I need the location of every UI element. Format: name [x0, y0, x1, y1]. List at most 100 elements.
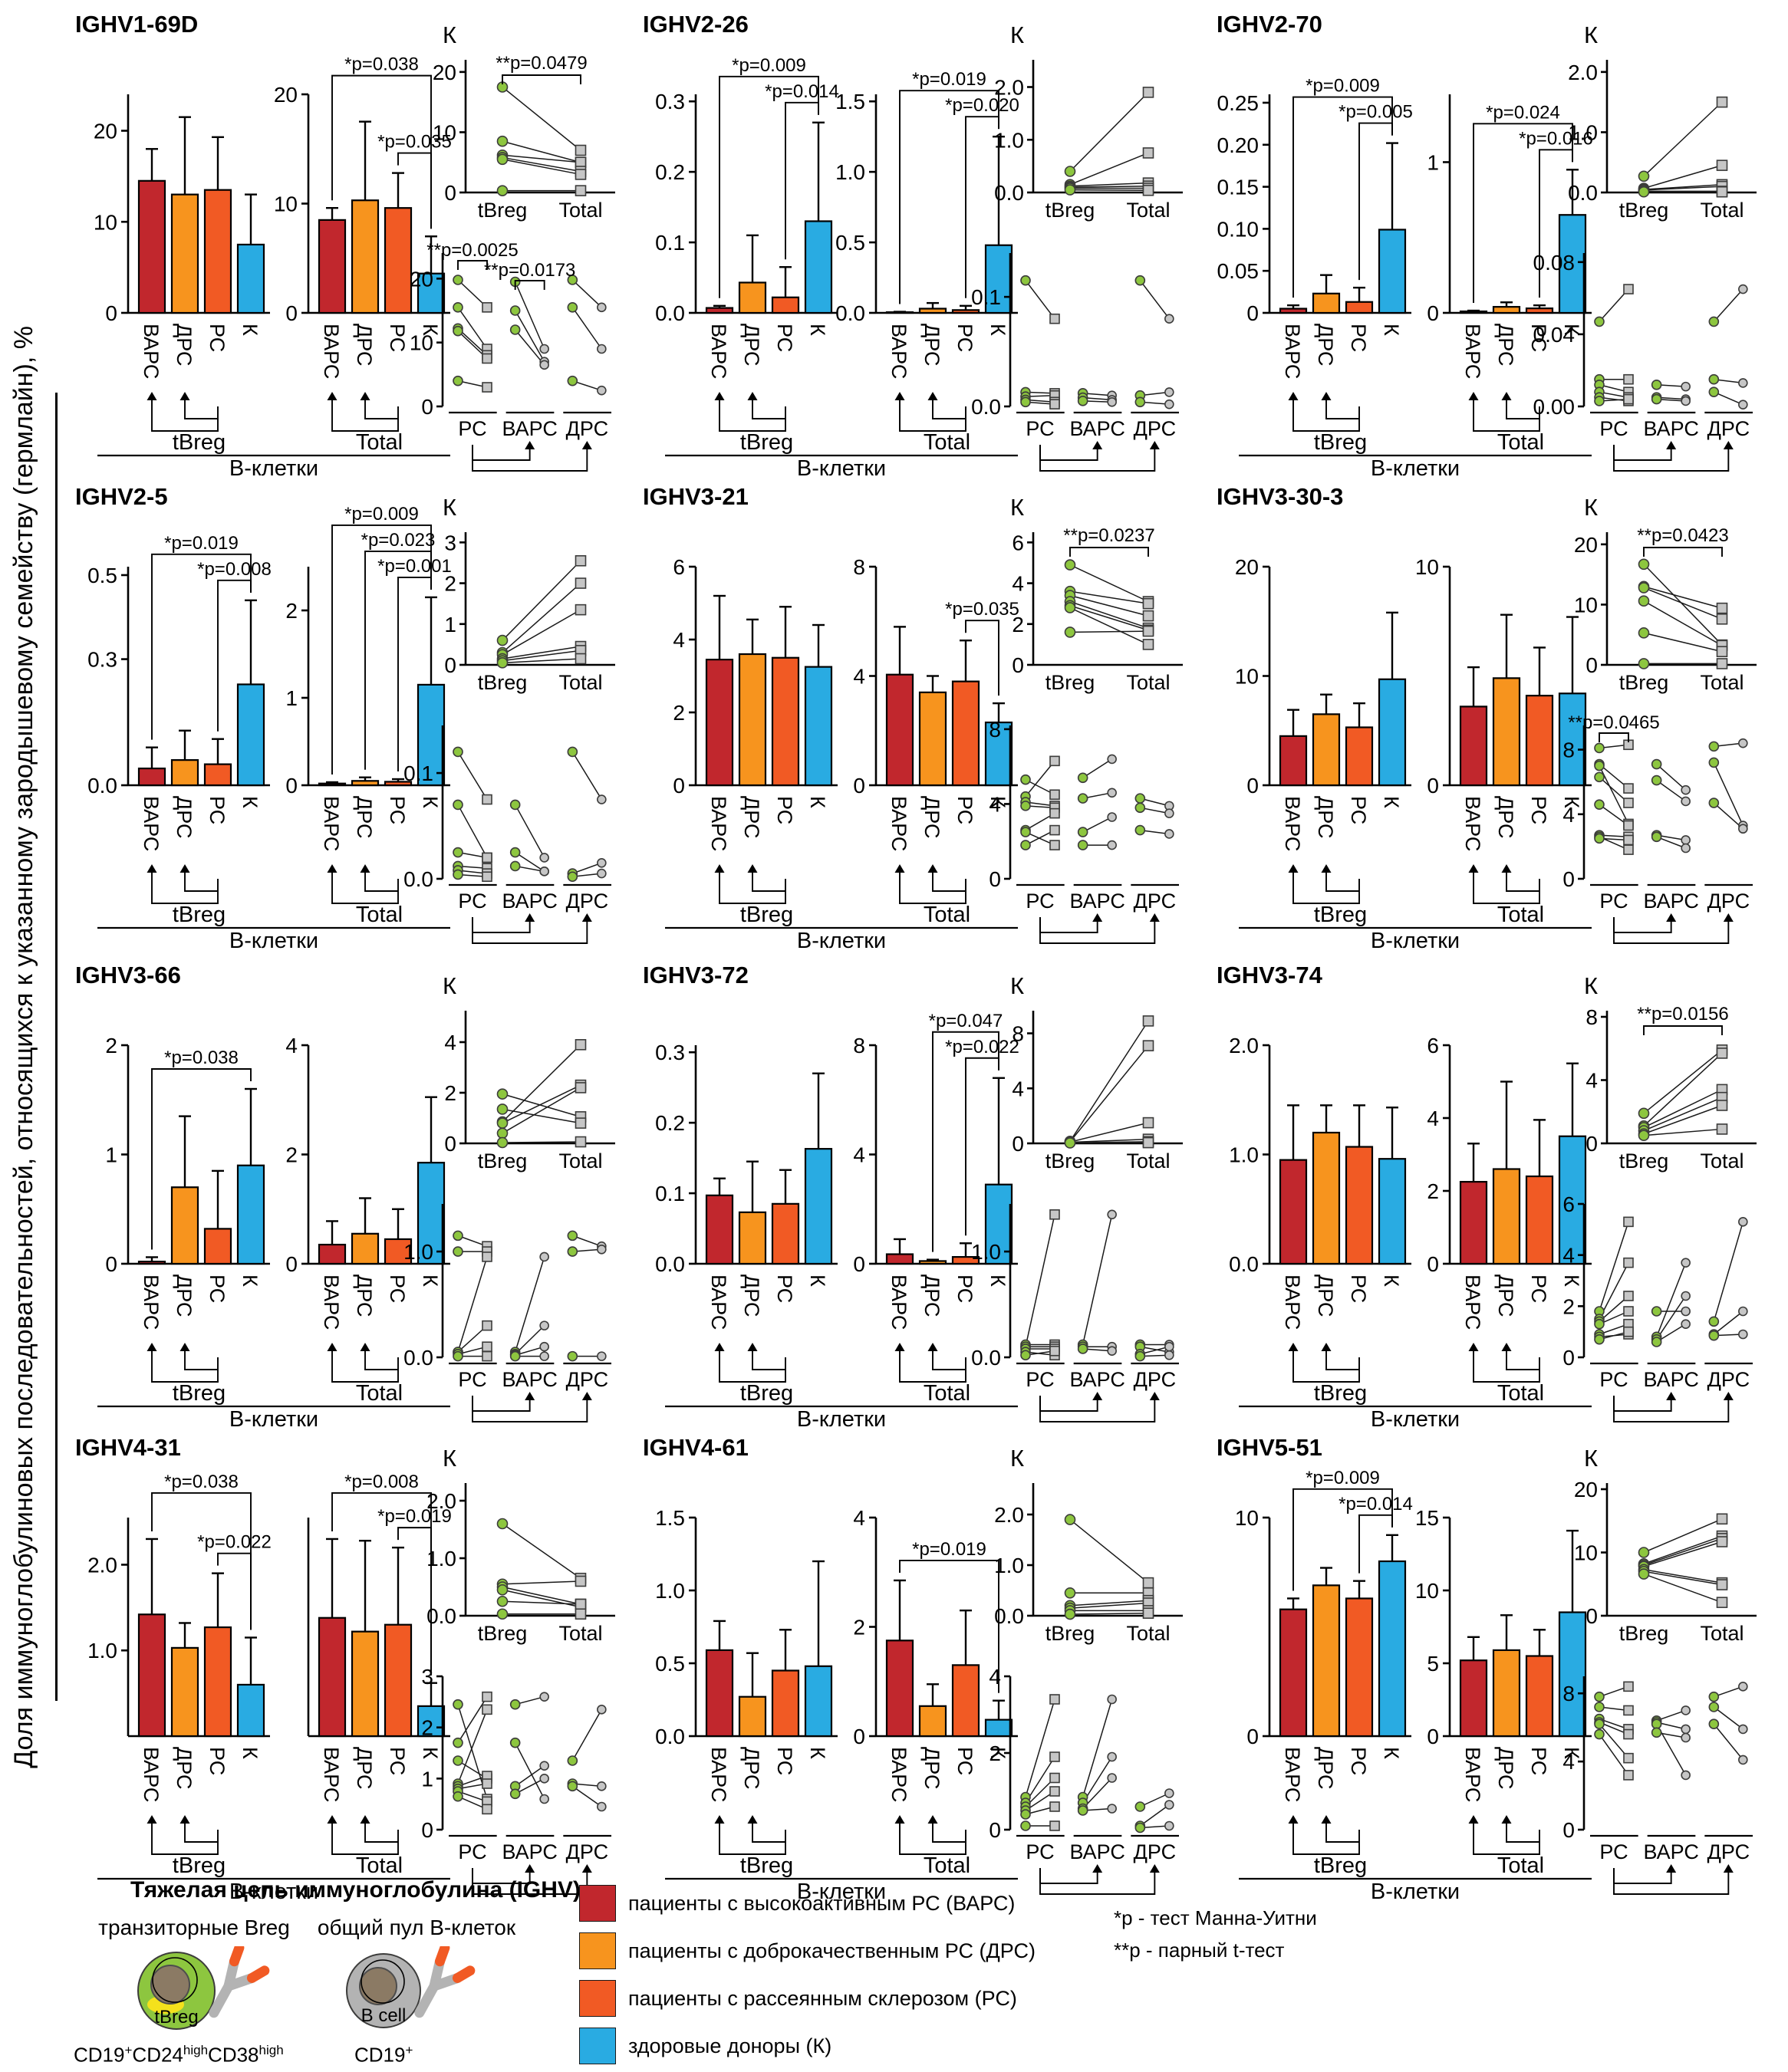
- svg-text:0: 0: [421, 1818, 433, 1842]
- bar-ВАРС: [885, 1640, 914, 1738]
- pair-group-label: РС: [458, 1840, 486, 1863]
- total-point: [1623, 1216, 1634, 1228]
- svg-text:0: 0: [1585, 653, 1598, 677]
- group-label: Total: [356, 430, 403, 455]
- svg-text:0.0: 0.0: [1568, 181, 1598, 205]
- pair-group-label: ДРС: [566, 1840, 609, 1863]
- bcells-axis-note: В-клетки: [1371, 456, 1460, 479]
- tbreg-point: [1020, 396, 1031, 408]
- total-point: [1738, 1755, 1748, 1765]
- bar-ВАРС: [137, 1613, 166, 1738]
- cell-icons: tBreg B cell: [137, 1946, 476, 2030]
- svg-text:20: 20: [1235, 555, 1259, 579]
- tbreg-point: [1064, 1587, 1076, 1599]
- tbreg-point: [509, 1788, 521, 1800]
- tbreg-point: [1651, 1718, 1662, 1730]
- svg-text:0: 0: [285, 301, 298, 325]
- tbreg-point: [567, 1230, 578, 1242]
- pair-group-label: РС: [1599, 1840, 1628, 1863]
- pvalue-label: *p=0.009: [344, 504, 419, 525]
- pvalue-label: *p=0.022: [945, 1037, 1019, 1057]
- total-point: [539, 1251, 549, 1262]
- bar-label: ВАРС: [707, 1747, 730, 1802]
- svg-text:1.0: 1.0: [655, 1579, 685, 1603]
- pair-group-label: ДРС: [1707, 417, 1750, 440]
- pvalue-label: *p=0.009: [1306, 76, 1380, 97]
- tbreg-point: [1651, 379, 1662, 390]
- bar-label: К: [1380, 1274, 1403, 1287]
- svg-text:0: 0: [1012, 1132, 1024, 1156]
- total-point: [575, 1598, 587, 1610]
- svg-text:0: 0: [1246, 1725, 1259, 1748]
- pvalue-label: **p=0.0237: [1063, 525, 1154, 546]
- total-point: [1142, 87, 1154, 98]
- total-point: [1681, 843, 1691, 853]
- pair-group-label: ДРС: [566, 417, 609, 440]
- svg-text:8: 8: [1012, 1022, 1024, 1046]
- total-point: [1164, 1788, 1174, 1798]
- total-point: [539, 1341, 549, 1352]
- pair-group-label: ВАРС: [1070, 417, 1125, 440]
- bar-label: РС: [1527, 324, 1550, 352]
- bar-label: ВАРС: [887, 1274, 910, 1330]
- y-axis-line: [55, 393, 58, 1701]
- svg-text:0: 0: [444, 1132, 456, 1156]
- tbreg-point: [1077, 793, 1088, 804]
- tbreg-cell-icon: tBreg: [137, 1946, 270, 2030]
- tbreg-point: [496, 1117, 509, 1129]
- bcell-icon: B cell: [346, 1946, 476, 2028]
- svg-text:3: 3: [444, 531, 456, 554]
- total-point: [1164, 1341, 1174, 1352]
- bar-label: РС: [386, 1747, 409, 1775]
- pair-group-label: ВАРС: [1644, 1368, 1699, 1391]
- pvalue-label: *p=0.019: [164, 533, 239, 554]
- pvalue-label: *p=0.019: [912, 69, 986, 90]
- legend-title: Тяжелая цепь иммуноглобулина (IGHV): [130, 1877, 581, 1903]
- legend-item-k: здоровые доноры (К): [579, 2028, 831, 2064]
- tbreg-point: [1708, 1702, 1720, 1712]
- tbreg-point: [1708, 386, 1720, 397]
- tbreg-point: [453, 1350, 463, 1362]
- bar-РС: [1345, 726, 1374, 787]
- tbreg-point: [1651, 775, 1662, 786]
- svg-text:0.00: 0.00: [1533, 395, 1576, 419]
- svg-text:0: 0: [105, 301, 117, 325]
- svg-text:0: 0: [1562, 867, 1575, 891]
- svg-text:2: 2: [989, 1741, 1001, 1765]
- total-point: [1716, 186, 1728, 198]
- bar-label: К: [1560, 1747, 1583, 1759]
- bar-label: К: [419, 796, 442, 808]
- tbreg-point: [1594, 742, 1605, 754]
- total-point: [1716, 96, 1728, 108]
- group-label: tBreg: [173, 430, 226, 455]
- total-point: [1107, 840, 1117, 850]
- group-label: tBreg: [740, 1853, 793, 1878]
- svg-text:10: 10: [1574, 1541, 1598, 1565]
- pvalue-label: *p=0.009: [732, 55, 806, 76]
- bar-label: ВАРС: [1461, 1747, 1484, 1802]
- bar-label: ДРС: [740, 1274, 763, 1317]
- footnote-mann-whitney: *p - тест Манна-Уитни: [1114, 1906, 1317, 1929]
- bar-label: РС: [953, 1274, 976, 1303]
- bar-label: К: [806, 1274, 829, 1287]
- total-point: [482, 1320, 492, 1331]
- bar-РС: [203, 763, 232, 787]
- svg-text:2.0: 2.0: [994, 76, 1024, 100]
- total-point: [1623, 820, 1634, 831]
- group-label: tBreg: [1314, 903, 1367, 927]
- total-point: [1738, 1682, 1748, 1692]
- bar-РС: [1525, 308, 1554, 314]
- tbreg-point: [1020, 774, 1031, 785]
- pvalue-label: *p=0.038: [164, 1472, 239, 1492]
- pair-group-label: ВАРС: [1644, 417, 1699, 440]
- bar-ВАРС: [1459, 1181, 1488, 1265]
- pvalue-label: **p=0.0479: [496, 53, 587, 74]
- antibody-icon: [209, 1946, 270, 2018]
- total-point: [1681, 835, 1691, 845]
- tbreg-point: [567, 1781, 578, 1792]
- svg-text:0: 0: [285, 774, 298, 798]
- bar-ДРС: [918, 1260, 947, 1265]
- svg-text:0.0: 0.0: [403, 1346, 433, 1370]
